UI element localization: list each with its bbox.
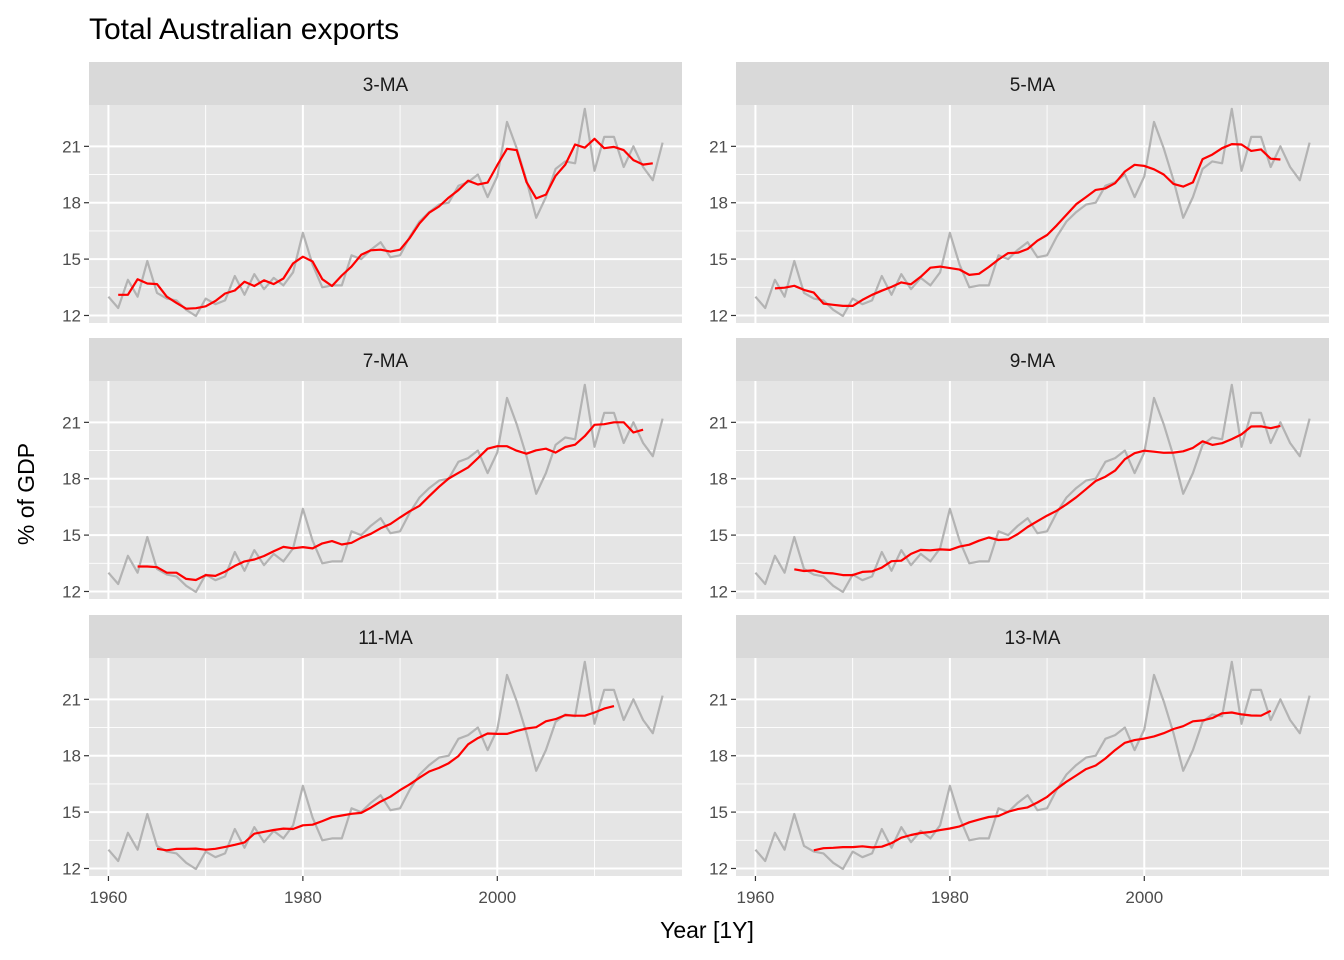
facet-strip-label: 11-MA [358,628,413,649]
y-tick-label: 18 [62,470,81,489]
facet-strip [736,62,1329,105]
y-tick-label: 18 [709,194,728,213]
moving-average-line [118,137,653,310]
x-tick-label: 1960 [90,888,128,907]
y-tick-label: 18 [709,470,728,489]
facet-11-ma: 11-MA 12 15 18 21 1960 1980 2000 [62,615,682,907]
exports-series-line [754,383,1311,594]
y-tick-label: 21 [709,137,728,156]
facet-strip [736,615,1329,658]
panel-background [89,658,682,876]
y-tick-label: 15 [709,250,728,269]
y-tick-label: 12 [709,859,728,878]
panel-background [89,381,682,599]
facet-strip [736,338,1329,381]
x-tick-label: 2000 [1125,888,1163,907]
moving-average-line [794,424,1281,577]
y-tick-label: 21 [709,690,728,709]
exports-series-line [754,107,1311,318]
facet-strip-label: 5-MA [1010,75,1056,96]
facet-strip [89,338,682,381]
y-tick-label: 12 [709,306,728,325]
x-tick-label: 1980 [931,888,969,907]
y-tick-label: 18 [709,747,728,766]
y-tick-label: 15 [62,803,81,822]
y-tick-label: 12 [62,306,81,325]
moving-average-line [137,421,644,582]
facet-panels: 3-MA121518215-MA121518217-MA121518219-MA… [62,62,1329,907]
y-tick-label: 21 [62,413,81,432]
facet-13-ma: 13-MA 12 15 18 21 1960 1980 2000 [709,615,1329,907]
x-tick-label: 2000 [478,888,516,907]
facet-5-ma: 5-MA 12 15 18 21 [709,62,1329,325]
facet-9-ma: 9-MA 12 15 18 21 [709,338,1329,601]
facet-strip-label: 13-MA [1005,628,1061,649]
x-tick-label: 1980 [284,888,322,907]
y-axis-label: % of GDP [13,443,39,545]
y-tick-label: 12 [62,582,81,601]
moving-average-line [156,705,615,852]
facet-7-ma: 7-MA 12 15 18 21 [62,338,682,601]
y-tick-label: 12 [709,582,728,601]
y-tick-label: 21 [62,137,81,156]
y-tick-label: 15 [709,803,728,822]
facet-strip [89,62,682,105]
panel-background [736,381,1329,599]
y-tick-label: 12 [62,859,81,878]
y-tick-label: 21 [709,413,728,432]
panel-background [736,658,1329,876]
moving-average-line [813,709,1272,852]
facet-strip-label: 9-MA [1010,351,1056,372]
x-axis-label: Year [1Y] [660,917,754,943]
panel-background [89,105,682,323]
y-tick-label: 21 [62,690,81,709]
y-tick-label: 18 [62,194,81,213]
facet-strip-label: 3-MA [363,75,409,96]
panel-background [736,105,1329,323]
y-tick-label: 18 [62,747,81,766]
facet-strip-label: 7-MA [363,351,409,372]
moving-average-line [774,143,1281,307]
y-tick-label: 15 [62,526,81,545]
chart-title: Total Australian exports [89,13,399,46]
facet-strip [89,615,682,658]
facet-3-ma: 3-MA 12 15 18 21 [62,62,682,325]
y-tick-label: 15 [709,526,728,545]
y-tick-label: 15 [62,250,81,269]
x-tick-label: 1960 [737,888,775,907]
